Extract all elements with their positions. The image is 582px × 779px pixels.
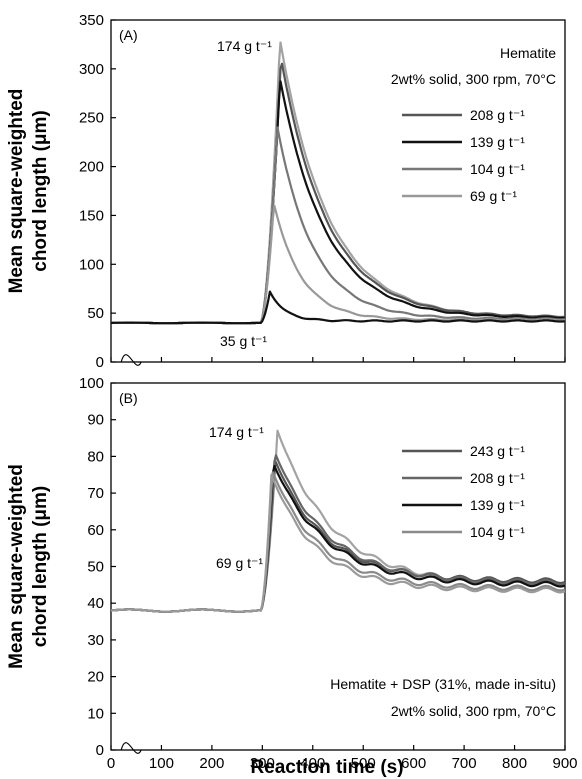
legend-label: 104 g t⁻¹ [470,161,525,177]
legend-label: 139 g t⁻¹ [470,134,525,150]
x-tick-label: 0 [107,755,115,772]
axis-break-mark [120,354,142,366]
y-tick-label: 150 [79,207,104,224]
legend-label: 208 g t⁻¹ [470,470,525,486]
y-axis-label: Mean square-weighted chord length (μm) [6,89,51,294]
legend-label: 208 g t⁻¹ [470,107,525,123]
y-tick-label: 60 [87,522,104,539]
y-axis-label-line: chord length (μm) [30,486,51,648]
x-tick-label: 700 [452,755,477,772]
y-tick-label: 80 [87,448,104,465]
y-tick-label: 350 [79,12,104,29]
x-tick-label: 600 [401,755,426,772]
panel-label: (A) [119,27,138,43]
legend-label: 104 g t⁻¹ [470,524,525,540]
plot-frame [110,19,566,363]
x-tick-label: 800 [502,755,527,772]
condition-note: 2wt% solid, 300 rpm, 70°C [391,71,556,87]
curve-annotation: 69 g t⁻¹ [216,555,263,571]
y-axis-label-line: Mean square-weighted [6,464,27,669]
x-tick-label: 200 [199,755,224,772]
y-axis-label-line: Mean square-weighted [6,89,27,294]
condition-note: Hematite + DSP (31%, made in-situ) [330,676,556,692]
panel-b: 0 10 20 30 40 50 60 70 80 90 100 0 100 200 300 400 500 60… [6,375,578,772]
panel-label: (B) [119,390,138,406]
condition-note: 2wt% solid, 300 rpm, 70°C [391,703,556,719]
y-tick-label: 100 [79,375,104,392]
y-tick-label: 200 [79,159,104,176]
y-tick-label: 90 [87,412,104,429]
legend-label: 243 g t⁻¹ [470,443,525,459]
plot-frame [110,382,566,751]
y-tick-label: 50 [87,305,104,322]
series-line-5 [111,290,566,325]
y-tick-label: 70 [87,485,104,502]
series-line-3 [111,126,566,325]
panel-a: 0 50 100 150 200 250 300 350 Mean square-weighte… [6,12,566,371]
y-tick-label: 40 [87,595,104,612]
y-tick-label: 0 [96,742,104,759]
x-axis-label: Reaction time (s) [250,757,403,778]
x-tick-label: 400 [300,755,325,772]
x-tick-label: 500 [351,755,376,772]
curve-annotation: 174 g t⁻¹ [209,424,264,440]
y-tick-label: 50 [87,559,104,576]
curve-annotation: 35 g t⁻¹ [220,333,267,349]
curve-annotation: 174 g t⁻¹ [217,38,272,54]
series-line-5 [110,473,566,613]
series-line-4 [111,204,566,325]
condition-note: Hematite [500,45,556,61]
y-tick-label: 300 [79,61,104,78]
x-tick-label: 900 [552,755,577,772]
x-tick-label: 300 [250,755,275,772]
y-tick-label: 10 [87,705,104,722]
y-tick-label: 20 [87,669,104,686]
y-tick-label: 250 [79,110,104,127]
legend-label: 69 g t⁻¹ [470,188,517,204]
axis-break-mark [120,742,142,754]
legend-label: 139 g t⁻¹ [470,497,525,513]
y-axis-label-line: chord length (μm) [30,110,51,272]
y-axis-label: Mean square-weighted chord length (μm) [6,464,51,669]
y-tick-label: 100 [79,256,104,273]
y-tick-label: 0 [96,354,104,371]
y-tick-label: 30 [87,632,104,649]
x-tick-label: 100 [149,755,174,772]
